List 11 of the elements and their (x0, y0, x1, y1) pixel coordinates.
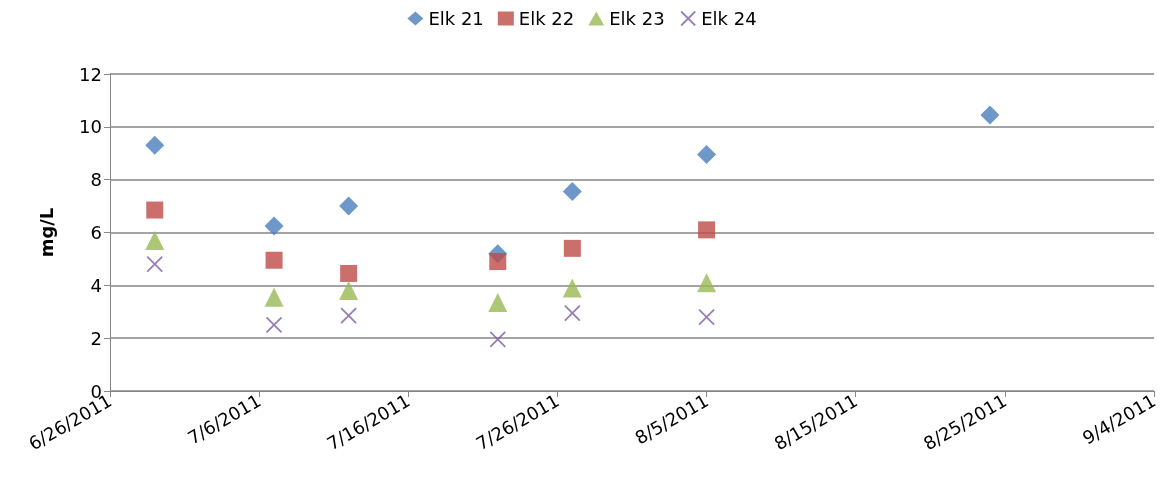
y-tick-label: 2 (90, 327, 102, 349)
y-tick-label: 10 (79, 116, 102, 138)
y-tick-label: 6 (90, 222, 102, 243)
y-tick-label: 4 (90, 274, 102, 296)
legend-label: Elk 24 (701, 8, 757, 29)
y-tick-label: 8 (90, 169, 102, 191)
y-axis-title: mg/L (35, 207, 57, 258)
y-tick-label: 12 (79, 63, 102, 85)
legend-label: Elk 21 (428, 8, 484, 29)
legend-label: Elk 23 (609, 8, 665, 29)
legend-label: Elk 22 (518, 8, 575, 29)
